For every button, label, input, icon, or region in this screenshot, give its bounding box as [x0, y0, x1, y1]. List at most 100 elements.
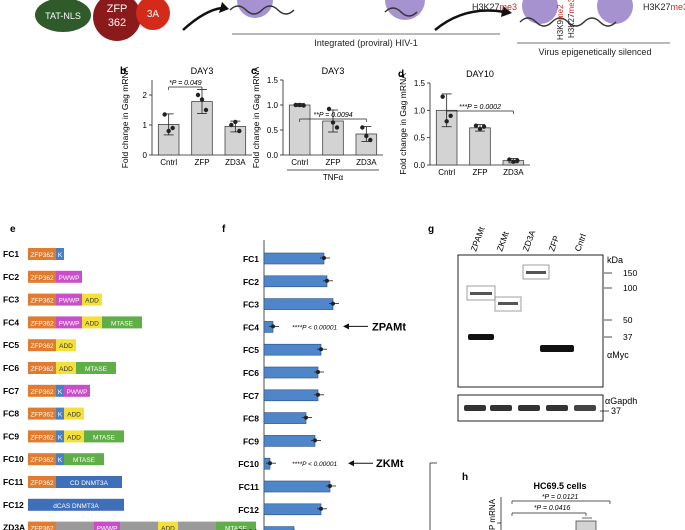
panel_d-point	[448, 113, 453, 119]
domain-dcas	[28, 498, 124, 511]
f-point	[268, 461, 272, 466]
panel_c-point	[360, 125, 365, 130]
f-bar	[263, 343, 322, 356]
domain-label: PWWP	[59, 320, 80, 327]
panel-h-pval1: *P = 0.0121	[542, 494, 579, 501]
domain-label: MTASE	[225, 526, 248, 530]
domain-add	[64, 407, 84, 420]
domain-label: PWWP	[59, 275, 80, 282]
lane-label: ZPAMt	[468, 225, 486, 253]
panel_b-point	[203, 107, 209, 113]
band-zpamt-upper	[470, 292, 492, 295]
f-point	[304, 415, 308, 420]
f-point	[316, 392, 320, 397]
domain-k	[56, 248, 64, 260]
f-point	[325, 278, 329, 283]
domain-label: K	[58, 434, 63, 441]
integrated-label: Integrated (proviral) HIV-1	[314, 38, 418, 48]
band-zkmt-upper	[498, 302, 518, 305]
domain-cd	[56, 476, 122, 488]
panel-h-ylabel: P mRNA	[488, 498, 497, 530]
construct-label: FC9	[3, 431, 19, 441]
domain-mtase	[84, 430, 124, 443]
panel_d-point	[515, 158, 520, 163]
gapdh-bands	[464, 405, 596, 411]
dna-helix-3-icon	[519, 17, 617, 27]
agapdh-label: αGapdh	[605, 396, 637, 406]
f-point	[322, 256, 326, 260]
domain-add	[82, 293, 102, 306]
domain-label: K	[58, 412, 63, 419]
gapdh-marker: 37	[611, 406, 621, 416]
construct-label: FC7	[3, 386, 19, 396]
band-box-zpamt	[466, 285, 496, 301]
panel_d-ytick: 1.0	[414, 106, 426, 115]
three-a-circle	[136, 0, 170, 30]
domain-label: ZFP362	[30, 412, 54, 419]
domain-label: dCAS DNMT3A	[53, 503, 99, 510]
panel_c-xgroup: TNFα	[323, 173, 344, 182]
panel_d-point	[444, 119, 449, 124]
domain-zfp	[28, 339, 56, 352]
panel-f: FC1 FC2 FC3 FC4 FC5 FC6 FC7 FC8 FC9 FC10 FC11 FC12 Z…	[237, 240, 406, 530]
panel_b-pval: *P = 0.049	[169, 80, 202, 87]
domain-k	[56, 453, 64, 466]
domain-mtase	[102, 316, 142, 329]
me3-left-label: me3	[500, 2, 518, 12]
top-schematic: TAT-NLS ZFP 362 3A Integrated (proviral)…	[0, 0, 685, 57]
tat-nls-label: TAT-NLS	[45, 11, 81, 21]
band-box-zkmt	[494, 296, 522, 312]
domain-label: ZFP362	[30, 434, 54, 441]
me3-vert-label: me3	[567, 0, 576, 14]
f-point	[328, 484, 332, 488]
f-label: FC1	[243, 254, 259, 264]
panel-f-letter: f	[222, 224, 226, 235]
panel_b-xtick: Cntrl	[160, 158, 177, 167]
domain-zfp	[28, 248, 56, 260]
f-label: FC8	[243, 414, 259, 424]
domain-label: ADD	[67, 434, 81, 441]
domain-grey	[178, 521, 216, 530]
lane-label: ZFP	[546, 234, 561, 253]
construct-label: FC1	[3, 249, 19, 259]
panel_c-point	[293, 102, 298, 108]
panel_d-pval: ***P = 0.0002	[459, 104, 501, 111]
panel_b-point	[199, 97, 205, 102]
panel_c-bar	[288, 104, 311, 156]
panel_b-letter: b	[120, 66, 126, 77]
domain-label: ADD	[161, 526, 175, 530]
f-arrow-zkmt: ZKMt	[376, 458, 404, 470]
domain-zfp	[28, 521, 56, 530]
f-annot-fc4: ****P < 0.00001	[292, 324, 338, 331]
domain-label: ZFP362	[30, 389, 54, 396]
domain-pwwp	[94, 521, 120, 530]
panel_c-xtick: ZFP	[325, 158, 340, 167]
panel_c-ytick: 0.5	[267, 126, 279, 135]
panel-b: b DAY3 Fold change in Gag mRNA 0 1 2 Cntrl ZFP Z…	[120, 66, 252, 168]
arrow-2-head-icon	[501, 6, 512, 17]
f-bar	[263, 412, 307, 424]
f-label: ZD3A	[237, 528, 259, 530]
domain-label: ADD	[59, 343, 73, 350]
domain-mtase	[64, 453, 104, 466]
domain-zfp	[28, 430, 56, 443]
panel_b-point	[233, 119, 238, 125]
domain-pwwp	[64, 384, 90, 397]
domain-label: ZFP362	[30, 275, 54, 282]
f-point	[319, 347, 323, 352]
panel-h-pval2: *P = 0.0416	[534, 505, 571, 512]
panel_d-ytick: 0.0	[414, 161, 426, 170]
domain-zfp	[28, 293, 56, 306]
f-label: FC11	[239, 482, 260, 492]
panel_c-ytick: 1.5	[267, 76, 279, 85]
f-label: FC2	[243, 277, 259, 287]
zfp-circle	[93, 0, 141, 41]
f-point	[271, 324, 275, 329]
f-label: FC9	[243, 436, 259, 446]
domain-zfp	[28, 407, 56, 420]
domain-add	[64, 430, 84, 443]
construct-label: FC2	[3, 272, 19, 282]
domain-label: PWWP	[67, 389, 88, 396]
domain-k	[56, 407, 64, 420]
domain-mtase	[76, 362, 116, 374]
